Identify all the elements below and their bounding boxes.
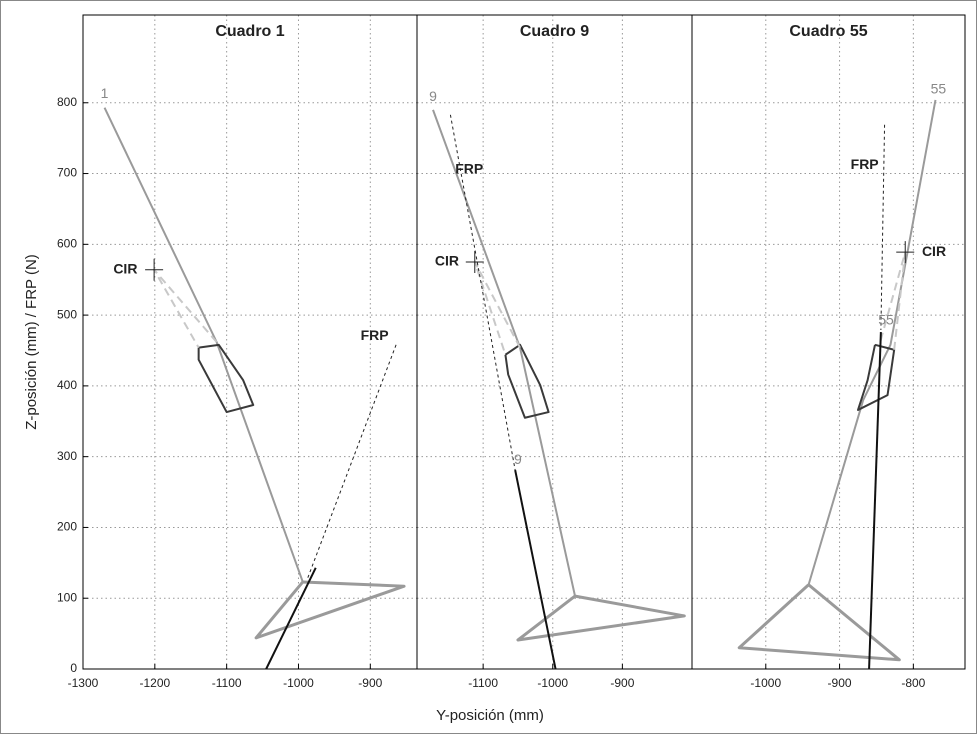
panel-title: Cuadro 1 [215, 23, 284, 40]
panel: 0 100 200 300 400 500 600 700 800 -1300 -1200 -1100… [23, 14, 418, 690]
annotation: CIR [922, 243, 946, 259]
panel: -1000 -900 -800 Cuadro 55 55 55 CIR FRP [691, 14, 966, 690]
y-tick-label: 0 [70, 661, 77, 675]
segment-line [449, 114, 516, 471]
annotation: FRP [455, 161, 483, 177]
panel-title: Cuadro 55 [789, 23, 867, 40]
annotation: FRP [361, 327, 389, 343]
x-tick-label: -1000 [537, 676, 568, 690]
y-tick-label: 200 [57, 520, 77, 534]
panel: -1100 -1000 -900 Cuadro 9 9 9 CIR FRP Y-posición… [416, 14, 693, 724]
cir-marker [465, 251, 484, 274]
x-tick-label: -900 [610, 676, 634, 690]
segment-line [737, 583, 901, 662]
y-tick-label: 500 [57, 307, 77, 321]
x-tick-label: -1000 [283, 676, 314, 690]
segment-line [807, 99, 937, 586]
segment-line [504, 343, 550, 419]
segment-line [868, 332, 882, 669]
annotation: CIR [113, 261, 137, 277]
y-tick-label: 100 [57, 590, 77, 604]
annotation: CIR [435, 253, 459, 269]
segment-line [254, 580, 406, 640]
x-tick-label: -1200 [139, 676, 170, 690]
x-tick-label: -900 [828, 676, 852, 690]
series-group [432, 109, 686, 669]
cir-marker [896, 241, 915, 264]
y-tick-label: 400 [57, 378, 77, 392]
y-tick-label: 800 [57, 95, 77, 109]
x-tick-label: -900 [358, 676, 382, 690]
x-tick-label: -1100 [468, 676, 498, 690]
y-axis-label: Z-posición (mm) / FRP (N) [23, 254, 40, 430]
panel-title: Cuadro 9 [520, 23, 589, 40]
x-tick-label: -1100 [212, 676, 242, 690]
segment-line [880, 124, 886, 330]
annotation: 9 [514, 451, 522, 467]
x-tick-label: -1000 [750, 676, 781, 690]
annotation: 1 [101, 85, 109, 101]
x-tick-label: -800 [901, 676, 925, 690]
annotation: 9 [429, 88, 437, 104]
x-axis-label: Y-posición (mm) [436, 707, 544, 724]
series-group [103, 107, 406, 669]
series-group [737, 99, 937, 669]
cir-marker [145, 258, 164, 281]
annotation: FRP [851, 156, 879, 172]
y-tick-label: 600 [57, 236, 77, 250]
y-tick-label: 700 [57, 166, 77, 180]
annotation: 55 [878, 311, 894, 327]
segment-line [265, 567, 317, 669]
segment-line [857, 343, 896, 411]
x-tick-label: -1300 [68, 676, 99, 690]
segment-line [197, 343, 255, 414]
segment-line [514, 469, 557, 669]
plot-frame [691, 14, 966, 670]
y-tick-label: 300 [57, 449, 77, 463]
segment-line [516, 594, 686, 642]
annotation: 55 [931, 81, 947, 97]
